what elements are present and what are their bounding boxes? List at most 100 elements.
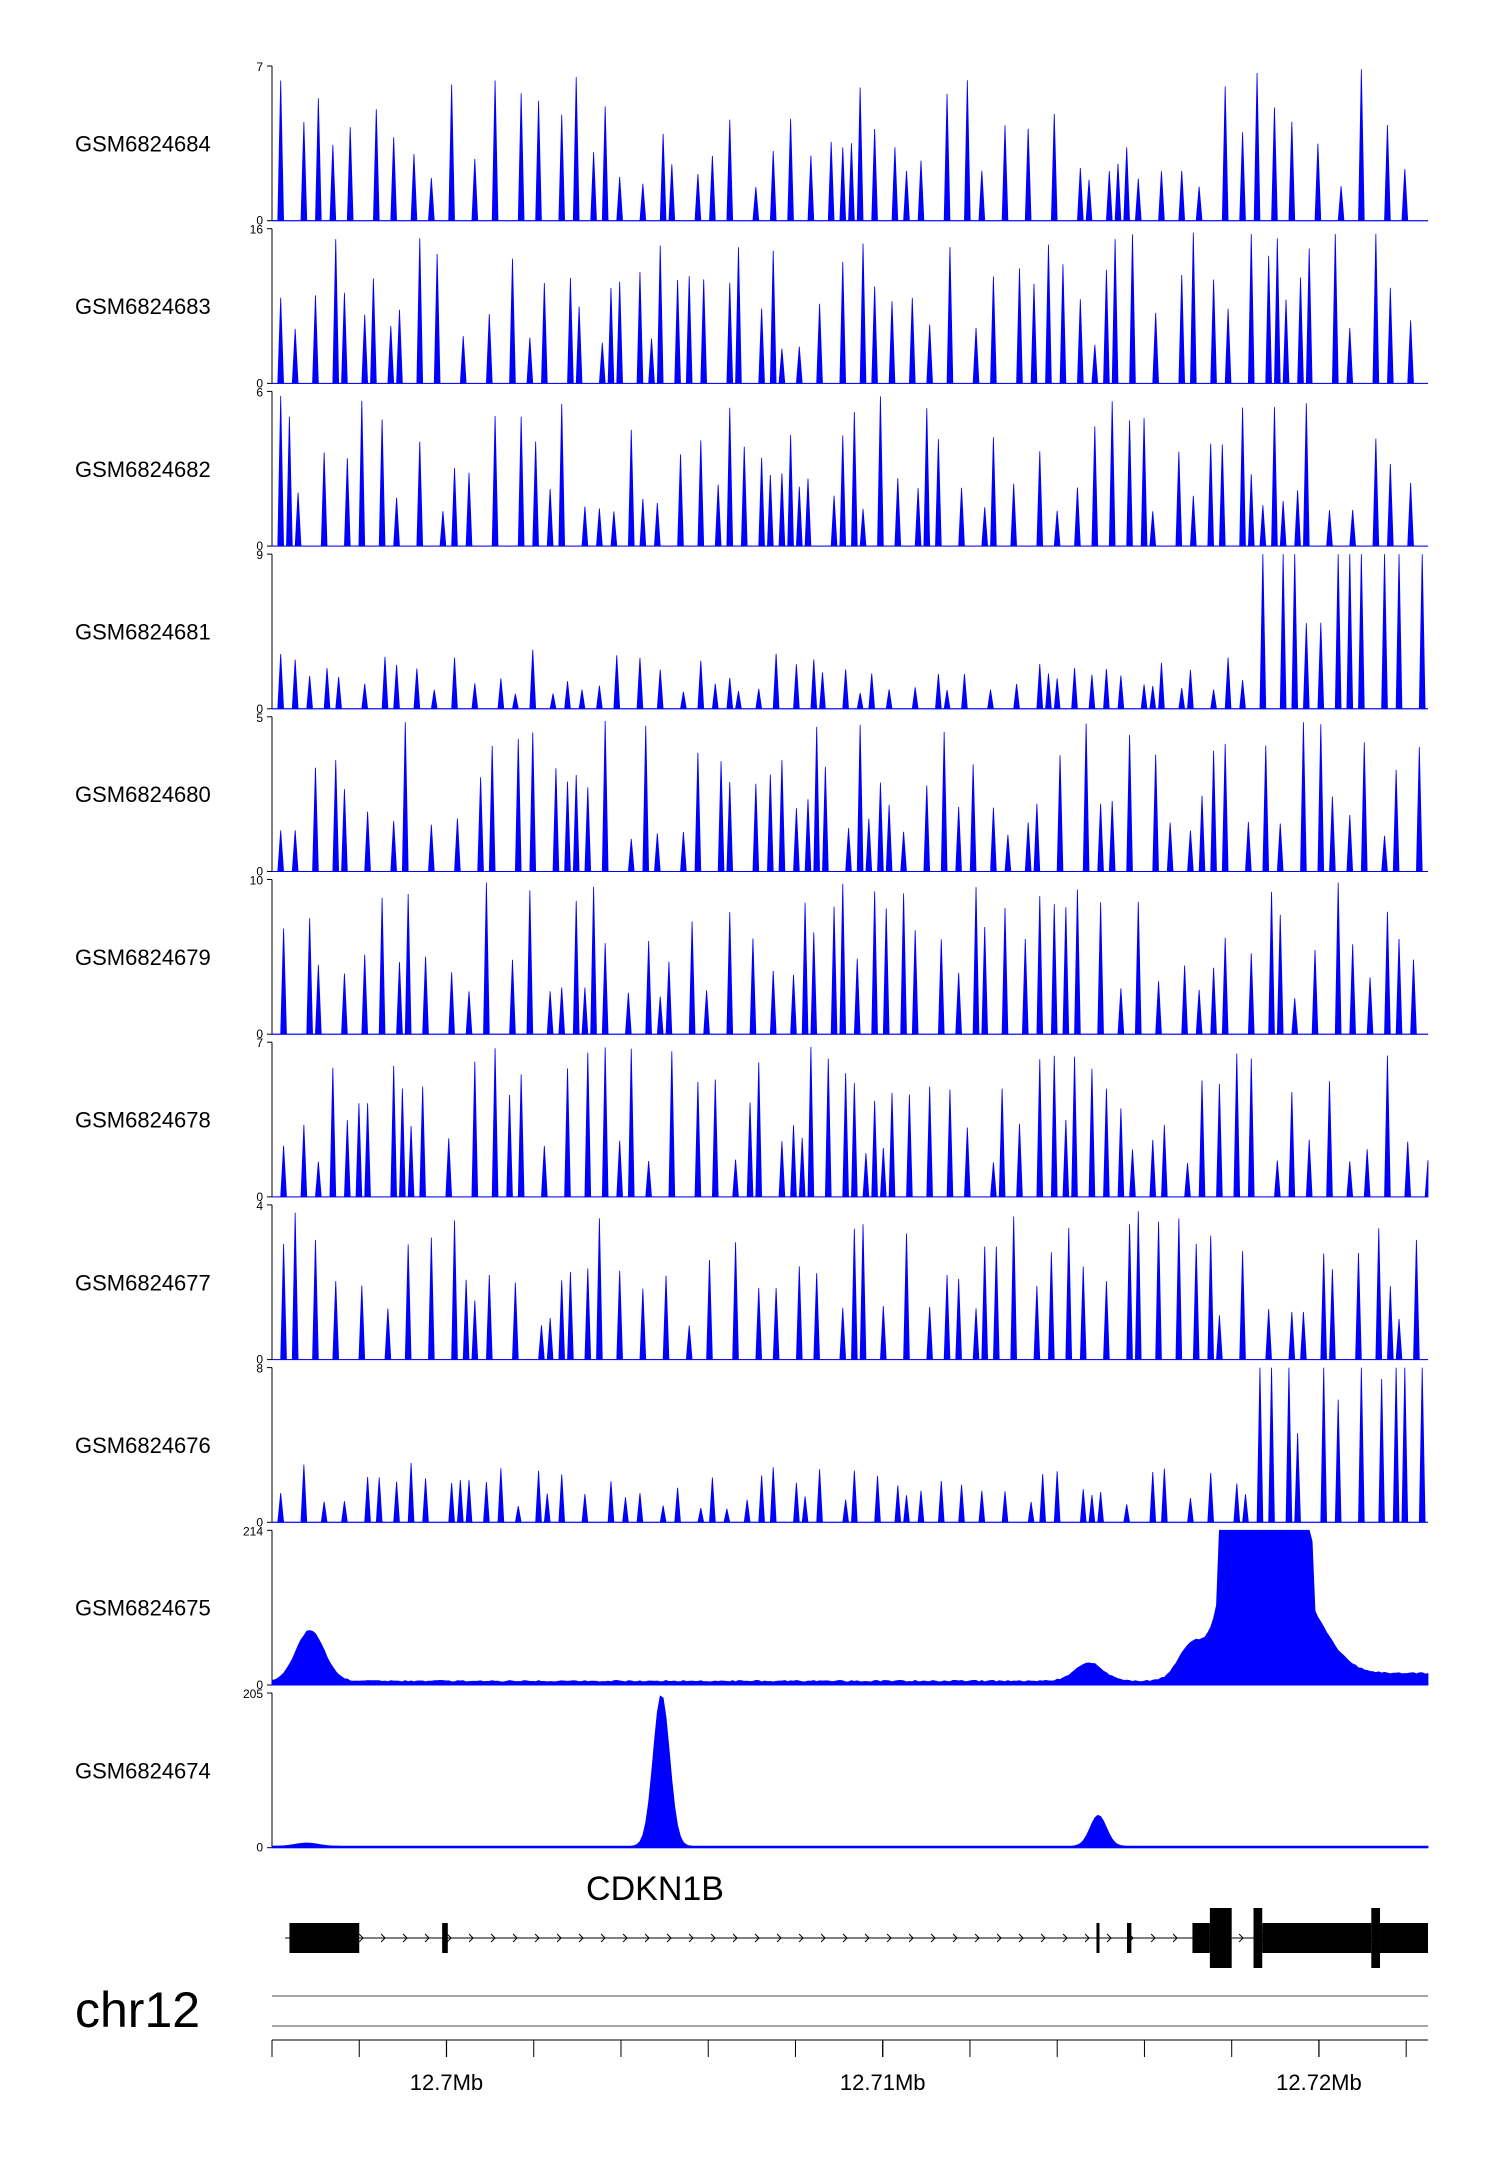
strand-arrow [776, 1933, 782, 1943]
track-name-label: GSM6824680 [75, 782, 211, 807]
track-GSM6824677: GSM6824677 4 0 [75, 1199, 1428, 1367]
track-name-label: GSM6824679 [75, 945, 211, 970]
strand-arrow [380, 1933, 386, 1943]
track-y-min-label: 0 [256, 214, 263, 228]
gene-exon [442, 1923, 448, 1953]
strand-arrow [490, 1933, 496, 1943]
track-GSM6824676: GSM6824676 8 0 [75, 1362, 1428, 1529]
track-y-min-label: 0 [256, 1190, 263, 1204]
gene-exon [1371, 1908, 1381, 1968]
track-signal-area [272, 882, 1428, 1035]
track-GSM6824679: GSM6824679 10 0 [75, 874, 1428, 1041]
track-name-label: GSM6824677 [75, 1270, 211, 1295]
track-y-min-label: 0 [256, 376, 263, 390]
strand-arrow [512, 1933, 518, 1943]
track-signal-area [272, 1211, 1428, 1360]
track-name-label: GSM6824684 [75, 131, 211, 156]
strand-arrow [534, 1933, 540, 1943]
gene-exon [1096, 1923, 1100, 1953]
track-y-min-label: 0 [256, 539, 263, 553]
track-name-label: GSM6824681 [75, 619, 211, 644]
track-GSM6824683: GSM6824683 16 0 [75, 223, 1428, 390]
strand-arrow [666, 1933, 672, 1943]
x-axis-tick-label: 12.72Mb [1276, 2070, 1362, 2095]
strand-arrow [1172, 1933, 1178, 1943]
strand-arrow [622, 1933, 628, 1943]
strand-arrow [1040, 1933, 1046, 1943]
gene-exon [1253, 1908, 1263, 1968]
track-GSM6824675: GSM6824675 214 0 [75, 1524, 1429, 1692]
track-y-max-label: 5 [256, 711, 263, 725]
strand-arrow [754, 1933, 760, 1943]
strand-arrow [864, 1933, 870, 1943]
track-signal-area [272, 1046, 1429, 1198]
track-y-min-label: 0 [256, 865, 263, 879]
strand-arrow [820, 1933, 826, 1943]
strand-arrow [644, 1933, 650, 1943]
track-GSM6824684: GSM6824684 7 0 [75, 60, 1428, 228]
track-name-label: GSM6824683 [75, 294, 211, 319]
strand-arrow [578, 1933, 584, 1943]
strand-arrow [952, 1933, 958, 1943]
track-y-max-label: 16 [250, 223, 264, 237]
track-y-max-label: 9 [256, 548, 263, 562]
genome-axis: chr12 12.7Mb 12.71Mb 12.72Mb [75, 1982, 1428, 2095]
track-GSM6824678: GSM6824678 7 0 [75, 1036, 1429, 1204]
track-signal-area [272, 554, 1428, 710]
strand-arrow [996, 1933, 1002, 1943]
strand-arrow [688, 1933, 694, 1943]
gene-exon [289, 1923, 360, 1953]
track-y-max-label: 205 [243, 1687, 263, 1701]
gene-exon [1262, 1923, 1372, 1953]
chromosome-label: chr12 [75, 1982, 200, 2038]
strand-arrow [556, 1933, 562, 1943]
strand-arrow [1062, 1933, 1068, 1943]
strand-arrow [1018, 1933, 1024, 1943]
strand-arrow [1084, 1933, 1090, 1943]
track-GSM6824680: GSM6824680 5 0 [75, 711, 1428, 879]
gene-exon [1192, 1923, 1210, 1953]
gene-model: CDKN1B [285, 1870, 1428, 1968]
track-GSM6824674: GSM6824674 205 0 [75, 1687, 1429, 1855]
track-y-min-label: 0 [256, 1515, 263, 1529]
track-y-max-label: 214 [243, 1524, 263, 1538]
track-GSM6824681: GSM6824681 9 0 [75, 548, 1428, 716]
strand-arrow [842, 1933, 848, 1943]
track-signal-area [272, 232, 1428, 384]
track-y-min-label: 0 [256, 1027, 263, 1041]
track-y-max-label: 7 [256, 1036, 263, 1050]
x-axis-tick-label: 12.7Mb [410, 2070, 483, 2095]
strand-arrow [446, 1933, 452, 1943]
track-name-label: GSM6824678 [75, 1108, 211, 1133]
track-signal-area [271, 1695, 1429, 1849]
track-y-min-label: 0 [256, 702, 263, 716]
strand-arrow [402, 1933, 408, 1943]
track-y-min-label: 0 [256, 1841, 263, 1855]
track-signal-area [272, 721, 1428, 872]
strand-arrow [732, 1933, 738, 1943]
tracks-layer: GSM682468470GSM6824683160GSM682468260GSM… [75, 60, 1429, 1855]
strand-arrow [358, 1933, 364, 1943]
strand-arrow [930, 1933, 936, 1943]
strand-arrow [1238, 1933, 1244, 1943]
gene-exon [1209, 1908, 1232, 1968]
strand-arrow [1106, 1933, 1112, 1943]
strand-arrow [908, 1933, 914, 1943]
x-axis-tick-label: 12.71Mb [840, 2070, 926, 2095]
track-y-max-label: 10 [250, 874, 264, 888]
track-name-label: GSM6824674 [75, 1758, 211, 1783]
track-signal-area [272, 1367, 1428, 1523]
track-y-max-label: 4 [256, 1199, 263, 1213]
track-signal-area [272, 395, 1428, 547]
track-y-max-label: 6 [256, 385, 263, 399]
strand-arrow [424, 1933, 430, 1943]
track-name-label: GSM6824682 [75, 457, 211, 482]
gene-exon [1127, 1923, 1132, 1953]
track-name-label: GSM6824676 [75, 1433, 211, 1458]
track-y-min-label: 0 [256, 1678, 263, 1692]
track-y-min-label: 0 [256, 1353, 263, 1367]
strand-arrow [710, 1933, 716, 1943]
track-GSM6824682: GSM6824682 6 0 [75, 385, 1428, 553]
